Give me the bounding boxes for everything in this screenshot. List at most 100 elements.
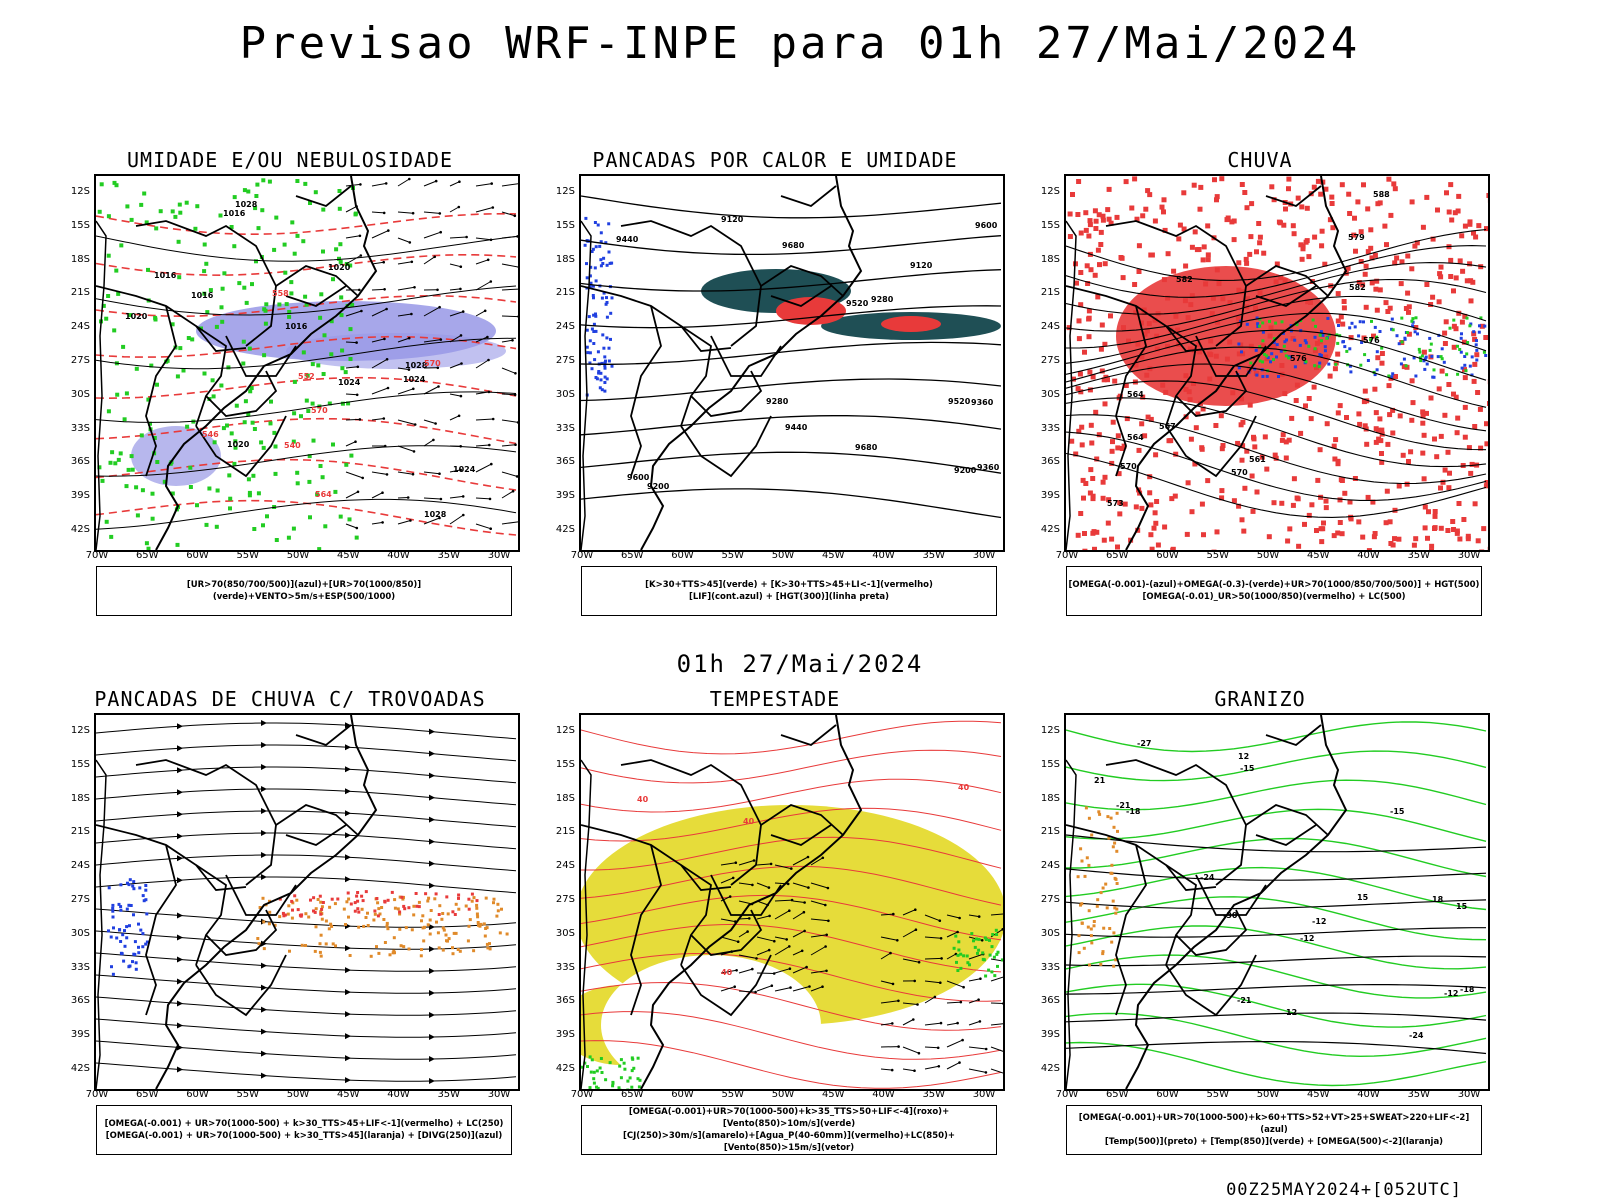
field-speck [364, 890, 368, 894]
contour-line [96, 498, 517, 530]
political-border [780, 724, 837, 747]
longitude-tick-label: 35W [437, 550, 461, 561]
field-speck [417, 905, 421, 909]
field-speck [496, 909, 500, 913]
field-speck [605, 263, 609, 267]
wind-vector-head [984, 1071, 988, 1074]
field-speck [1463, 363, 1467, 367]
field-speck [1000, 958, 1003, 962]
field-speck [476, 921, 480, 924]
streamline-arrow [177, 723, 183, 730]
latitude-tick-label: 21S [70, 826, 90, 838]
field-speck [1432, 525, 1438, 531]
field-speck [1421, 349, 1427, 355]
wind-vector-head [751, 967, 754, 971]
field-speck [141, 932, 145, 936]
geography [96, 715, 378, 1089]
field-speck [1099, 891, 1103, 895]
field-speck [256, 226, 261, 231]
field-speck [1403, 306, 1409, 311]
field-speck [1473, 234, 1479, 240]
field-speck [955, 960, 958, 964]
coastline [155, 176, 378, 550]
field-speck [306, 409, 311, 413]
field-speck [954, 934, 958, 938]
streamline-arrow [345, 876, 351, 883]
contour-line [96, 335, 517, 358]
contour-label: 9360 [971, 398, 994, 407]
field-speck [1373, 325, 1377, 329]
field-speck [1356, 411, 1362, 417]
field-speck [246, 477, 251, 482]
streamline [96, 744, 517, 762]
field-speck [456, 948, 460, 951]
field-speck [588, 1055, 592, 1059]
field-speck [585, 328, 589, 332]
field-speck [1370, 319, 1373, 323]
field-speck [1471, 378, 1477, 384]
latitude-tick-label: 12S [1040, 186, 1060, 197]
field-speck [1432, 375, 1436, 379]
field-speck [1323, 505, 1329, 511]
field-speck [101, 303, 106, 308]
wind-vector-head [772, 972, 776, 975]
field-speck [267, 922, 271, 926]
field-speck [1456, 501, 1462, 506]
latitude-tick-label: 21S [555, 826, 575, 838]
field-speck [607, 346, 611, 350]
latitude-tick-label: 42S [555, 524, 575, 535]
field-speck [1082, 531, 1087, 536]
contour-label: -21 [1116, 801, 1131, 810]
field-speck [1487, 401, 1488, 406]
field-speck [1307, 344, 1311, 348]
wind-vectors-850 [880, 908, 1003, 1074]
field-speck [1102, 401, 1108, 407]
field-speck [273, 471, 278, 476]
field-speck [1084, 263, 1090, 269]
wind-vector-head [790, 898, 794, 902]
field-speck [1071, 376, 1076, 382]
field-speck [605, 315, 609, 319]
wind-vector [924, 936, 942, 939]
wind-vector-head [461, 310, 465, 313]
field-speck [1425, 535, 1430, 541]
latitude-tick-label: 42S [70, 1063, 90, 1074]
contour-line [1066, 899, 1487, 910]
legend-line: [K>30+TTS>45](verde) + [K>30+TTS>45+LI<-… [645, 580, 933, 590]
wind-vector-head [824, 945, 827, 948]
field-speck [1416, 332, 1419, 336]
wind-vector-head [433, 255, 437, 259]
longitude-tick-label: 55W [236, 1089, 260, 1100]
field-speck [321, 249, 325, 254]
field-speck [1373, 286, 1379, 292]
wind-vector [990, 1023, 1003, 1026]
field-speck [1383, 300, 1389, 306]
field-speck [1286, 176, 1292, 182]
contour-line [96, 285, 517, 316]
field-speck [590, 1058, 594, 1062]
streamline-arrow [429, 924, 435, 930]
field-speck [225, 423, 229, 428]
streamline-arrow [429, 1078, 435, 1084]
field-speck [457, 893, 461, 897]
field-speck [1432, 513, 1438, 519]
field-speck [1242, 190, 1248, 195]
field-speck [407, 906, 411, 910]
field-speck [1373, 439, 1379, 445]
field-speck [1109, 536, 1115, 542]
streamline [96, 974, 517, 994]
contour-label: 1016 [154, 271, 177, 280]
field-speck [1362, 388, 1368, 394]
field-speck [1468, 278, 1474, 284]
field-speck [1398, 281, 1404, 287]
field-speck [1115, 433, 1121, 439]
field-speck [319, 900, 323, 904]
field-speck [1289, 415, 1295, 421]
field-speck [1087, 387, 1093, 393]
latitude-tick-label: 24S [555, 321, 575, 333]
field-speck [1293, 398, 1299, 403]
panel-title: UMIDADE E/OU NEBULOSIDADE [126, 148, 454, 172]
field-speck [1379, 351, 1385, 356]
field-speck [402, 904, 406, 908]
wind-vector-head [387, 229, 390, 232]
